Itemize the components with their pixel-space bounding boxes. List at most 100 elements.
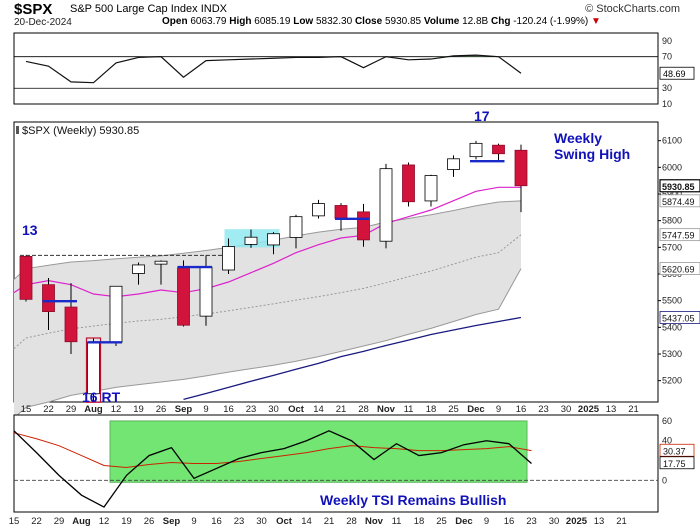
top-value-tag <box>659 66 695 80</box>
date-axis-label: 19 <box>133 404 144 415</box>
date-axis-label: 30 <box>561 404 572 415</box>
candle-body <box>199 266 213 317</box>
close-label: Close <box>354 16 383 27</box>
high-value: 6085.19 <box>254 16 291 27</box>
date-axis-label: 18 <box>414 516 425 527</box>
tsi-value-label: 17.75 <box>663 459 686 469</box>
price-tick-label: 5700 <box>662 242 682 252</box>
price-value-label: 5620.69 <box>662 264 695 274</box>
open-label: Open <box>162 16 188 27</box>
candle-body <box>357 211 370 241</box>
candle-body <box>132 264 145 274</box>
price-tick-label: 5400 <box>662 322 682 332</box>
date-axis-label: 28 <box>346 516 357 527</box>
date-axis-label: 9 <box>203 404 208 415</box>
date-axis-label: 19 <box>121 516 132 527</box>
band-fill <box>14 200 521 418</box>
exchange-label: INDX <box>200 3 227 15</box>
price-tick-label: 5300 <box>662 349 682 359</box>
price-value-tag <box>659 262 700 275</box>
date-axis-label: 18 <box>426 404 437 415</box>
date-axes: 15 22 29 Aug 12 19 26 Sep 9 16 23 30 Oct 14 21 28 Nov 11 1… <box>9 404 639 527</box>
date-axis-label: 14 <box>313 404 324 415</box>
tsi-tick-label: 0 <box>662 475 667 485</box>
date-axis-label: 9 <box>484 516 489 527</box>
down-arrow-icon: ▼ <box>591 16 601 27</box>
tsi-tick-label: 40 <box>662 436 672 446</box>
close-value: 5930.85 <box>384 16 422 27</box>
price-value-tag <box>659 179 700 193</box>
date-axis-label: 12 <box>99 516 110 527</box>
price-value-label: 5930.85 <box>662 182 695 192</box>
date-axis-label: 29 <box>66 404 77 415</box>
top-tick-label: 10 <box>662 99 672 109</box>
security-name-text: S&P 500 Large Cap Index <box>70 3 198 15</box>
price-tick-label: 6100 <box>662 136 682 146</box>
tsi-value-tag <box>659 456 695 470</box>
date-axis-label: 16 <box>504 516 515 527</box>
date-axis-label: Oct <box>288 404 305 415</box>
annotation-weekly: Weekly <box>554 130 602 146</box>
band-middle-line <box>13 234 522 350</box>
date-axis-label: 21 <box>324 516 335 527</box>
date-axis-label: Nov <box>377 404 396 415</box>
date-axis-label: 13 <box>594 516 605 527</box>
long-ema-line <box>183 316 522 400</box>
date-axis-label: 13 <box>606 404 617 415</box>
date-axis-label: 25 <box>448 404 459 415</box>
price-tick-label: 5500 <box>662 296 682 306</box>
candle-body <box>87 341 100 395</box>
date-axis-label: 14 <box>301 516 312 527</box>
tsi-value-tag <box>659 443 695 457</box>
top-tick-label: 30 <box>662 83 672 93</box>
top-tick-label: 70 <box>662 52 672 62</box>
price-value-tag <box>659 311 700 324</box>
chg-label: Chg <box>490 16 511 27</box>
annotation-tsi-bullish: Weekly TSI Remains Bullish <box>320 492 507 508</box>
price-tick-label: 6000 <box>662 162 682 172</box>
annotation-17: 17 <box>474 108 490 124</box>
date-axis-label: 16 <box>211 516 222 527</box>
volume-value: 12.8B <box>462 16 489 27</box>
overbought-fill <box>26 55 521 57</box>
date-axis-label: 15 <box>9 516 20 527</box>
price-value-tag <box>659 228 700 242</box>
date-axis-label: Dec <box>455 516 472 527</box>
price-value-label: 5437.05 <box>662 313 695 323</box>
date-axis-label: 2025 <box>578 404 600 415</box>
price-value-tag <box>659 194 700 208</box>
symbol-label[interactable]: $SPX <box>14 1 53 18</box>
candle-body <box>177 267 190 326</box>
price-value-label: 5747.59 <box>662 231 695 241</box>
candle-body <box>109 285 123 343</box>
candle-body <box>402 164 415 203</box>
date-axis-label: 23 <box>246 404 257 415</box>
date-axis-label: 23 <box>526 516 537 527</box>
date-axis-label: Dec <box>467 404 484 415</box>
chg-value: -120.24 (-1.99%) <box>513 16 589 27</box>
date-axis-label: 22 <box>31 516 42 527</box>
date-axis-label: 21 <box>616 516 627 527</box>
price-tick-label: 5800 <box>662 216 682 226</box>
date-axis-label: 28 <box>358 404 369 415</box>
tsi-line <box>13 430 532 508</box>
tsi-value-label: 30.37 <box>663 446 686 456</box>
low-value: 5832.30 <box>316 16 353 27</box>
date-axis-label: 29 <box>54 516 65 527</box>
high-label: High <box>229 16 252 27</box>
date-axis-label: 23 <box>234 516 245 527</box>
candle-body <box>244 236 258 245</box>
tsi-tick-label: 60 <box>662 416 672 426</box>
date-axis-label: 21 <box>336 404 347 415</box>
low-label: Low <box>293 16 314 27</box>
price-value-label: 5874.49 <box>662 197 695 207</box>
candle-body <box>42 284 55 312</box>
date-axis-label: 26 <box>156 404 167 415</box>
tsi-signal-line <box>13 432 532 468</box>
candle-body <box>267 233 280 246</box>
watermark: © StockCharts.com <box>585 3 680 15</box>
candle-body <box>154 260 168 265</box>
candle-body <box>469 142 483 158</box>
date-axis-label: 12 <box>111 404 122 415</box>
